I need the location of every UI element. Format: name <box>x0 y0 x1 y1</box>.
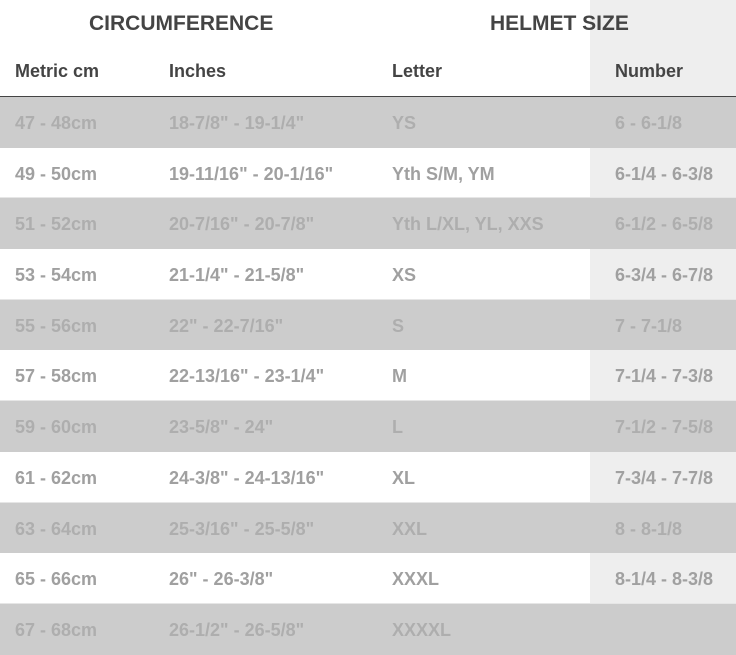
helmet-size-group-header: HELMET SIZE <box>490 12 629 35</box>
number-cell: 7 - 7-1/8 <box>615 315 683 336</box>
letter-cell: XXXXL <box>392 619 452 640</box>
letter-cell: Yth S/M, YM <box>392 163 495 184</box>
table-row: 59 - 60cm 23-5/8" - 24" L 7-1/2 - 7-5/8 <box>0 401 736 452</box>
letter-cell: XXL <box>392 518 428 539</box>
size-table-body: 47 - 48cm 18-7/8" - 19-1/4" YS 6 - 6-1/8 49 … <box>0 97 736 655</box>
circumference-group-header: CIRCUMFERENCE <box>89 12 274 35</box>
metric-cell: 47 - 48cm <box>15 113 98 133</box>
table-row: 47 - 48cm 18-7/8" - 19-1/4" YS 6 - 6-1/8 <box>0 97 736 148</box>
table-row: 49 - 50cm 19-11/16" - 20-1/16" Yth S/M, YM… <box>0 148 736 199</box>
metric-cell: 63 - 64cm <box>15 518 98 539</box>
inches-cell: 26" - 26-3/8" <box>169 569 274 590</box>
letter-cell: M <box>392 366 407 387</box>
metric-cell: 57 - 58cm <box>15 366 98 387</box>
table-row: 61 - 62cm 24-3/8" - 24-13/16" XL 7-3/4 - 7-… <box>0 452 736 503</box>
inches-cell: 22" - 22-7/16" <box>169 315 284 336</box>
letter-cell: S <box>392 315 405 336</box>
table-row: 67 - 68cm 26-1/2" - 26-5/8" XXXXL <box>0 603 736 655</box>
header-divider <box>0 96 736 97</box>
number-cell: 7-3/4 - 7-7/8 <box>615 467 714 488</box>
column-header-letter: Letter <box>392 61 443 81</box>
number-cell: 7-1/4 - 7-3/8 <box>615 366 714 387</box>
metric-cell: 67 - 68cm <box>15 619 98 640</box>
inches-cell: 18-7/8" - 19-1/4" <box>169 113 305 133</box>
letter-cell: XL <box>392 467 416 488</box>
number-cell: 7-1/2 - 7-5/8 <box>615 417 714 438</box>
table-row: 55 - 56cm 22" - 22-7/16" S 7 - 7-1/8 <box>0 299 736 351</box>
inches-cell: 22-13/16" - 23-1/4" <box>169 366 325 387</box>
letter-cell: Yth L/XL, YL, XXS <box>392 214 544 235</box>
metric-cell: 55 - 56cm <box>15 315 98 336</box>
inches-cell: 23-5/8" - 24" <box>169 417 274 438</box>
inches-cell: 19-11/16" - 20-1/16" <box>169 163 334 184</box>
letter-cell: YS <box>392 113 417 133</box>
table-row: 65 - 66cm 26" - 26-3/8" XXXL 8-1/4 - 8-3/8 <box>0 553 736 604</box>
inches-cell: 25-3/16" - 25-5/8" <box>169 518 315 539</box>
metric-cell: 59 - 60cm <box>15 417 98 438</box>
table-row: 57 - 58cm 22-13/16" - 23-1/4" M 7-1/4 - 7-3… <box>0 350 736 402</box>
letter-cell: L <box>392 417 403 438</box>
number-cell: 6-1/4 - 6-3/8 <box>615 163 714 184</box>
metric-cell: 61 - 62cm <box>15 467 98 488</box>
table-row: 51 - 52cm 20-7/16" - 20-7/8" Yth L/XL, YL,… <box>0 198 736 250</box>
number-cell: 8-1/4 - 8-3/8 <box>615 569 714 590</box>
number-cell: 8 - 8-1/8 <box>615 518 683 539</box>
metric-cell: 65 - 66cm <box>15 569 98 590</box>
number-cell: 6-1/2 - 6-5/8 <box>615 214 714 235</box>
column-header-metric: Metric cm <box>15 61 100 81</box>
column-header-inches: Inches <box>169 61 227 81</box>
table-row: 53 - 54cm 21-1/4" - 21-5/8" XS 6-3/4 - 6-7/… <box>0 249 736 300</box>
inches-cell: 24-3/8" - 24-13/16" <box>169 467 325 488</box>
inches-cell: 26-1/2" - 26-5/8" <box>169 619 305 640</box>
number-cell: 6 - 6-1/8 <box>615 113 683 133</box>
metric-cell: 49 - 50cm <box>15 163 98 184</box>
number-cell: 6-3/4 - 6-7/8 <box>615 265 714 286</box>
table-row: 63 - 64cm 25-3/16" - 25-5/8" XXL 8 - 8-1/8 <box>0 502 736 554</box>
column-header-number: Number <box>615 61 684 81</box>
inches-cell: 20-7/16" - 20-7/8" <box>169 214 315 235</box>
metric-cell: 53 - 54cm <box>15 265 98 286</box>
letter-cell: XXXL <box>392 569 440 590</box>
inches-cell: 21-1/4" - 21-5/8" <box>169 265 305 286</box>
metric-cell: 51 - 52cm <box>15 214 98 235</box>
letter-cell: XS <box>392 265 417 286</box>
